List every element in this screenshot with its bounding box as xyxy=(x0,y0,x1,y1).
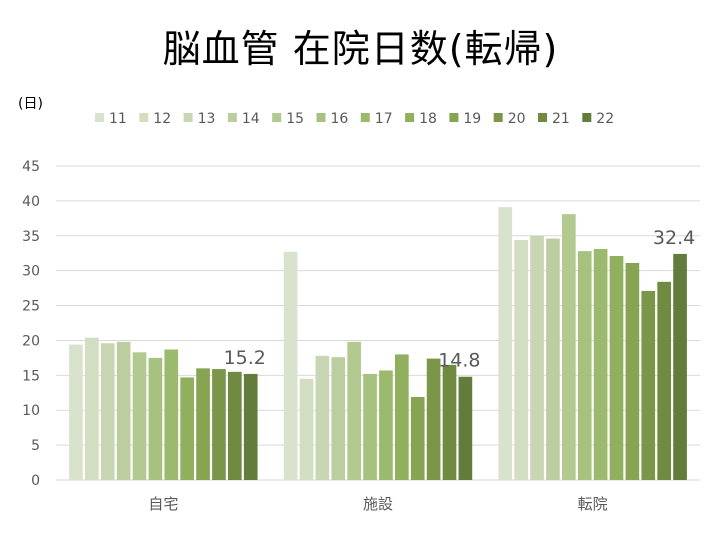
legend-label: 15 xyxy=(286,111,304,127)
legend-label: 14 xyxy=(242,111,260,127)
chart-title: 脳血管 在院日数(転帰) xyxy=(162,27,559,71)
bar xyxy=(673,253,687,480)
bar xyxy=(347,341,361,480)
legend-label: 12 xyxy=(153,111,171,127)
y-axis-ticks: 0 5 10 15 20 25 30 35 40 45 xyxy=(22,159,40,489)
y-tick-label: 45 xyxy=(22,159,40,175)
legend-swatch xyxy=(316,113,326,122)
bar xyxy=(196,368,210,480)
bar xyxy=(562,214,576,480)
bar xyxy=(641,290,656,480)
bar xyxy=(458,376,473,480)
legend-swatch xyxy=(405,113,415,122)
y-tick-label: 35 xyxy=(22,229,40,245)
data-label: 14.8 xyxy=(438,350,480,372)
bar xyxy=(180,377,194,480)
legend-swatch xyxy=(95,113,104,122)
y-tick-label: 30 xyxy=(22,264,40,280)
bar xyxy=(657,281,671,480)
bar xyxy=(498,207,513,480)
bar xyxy=(164,349,179,480)
legend-label: 11 xyxy=(109,111,127,127)
bar xyxy=(379,370,393,480)
legend-swatch xyxy=(183,113,193,122)
bar xyxy=(148,357,163,480)
y-tick-label: 0 xyxy=(31,473,40,489)
bar xyxy=(593,249,608,480)
x-category-label: 施設 xyxy=(363,495,393,513)
y-tick-label: 5 xyxy=(31,438,40,454)
bar xyxy=(395,354,409,480)
x-axis-categories: 自宅 施設 転院 xyxy=(148,495,607,513)
bar xyxy=(100,343,115,480)
y-tick-label: 25 xyxy=(22,299,40,315)
bar xyxy=(577,251,592,480)
legend-label: 18 xyxy=(419,111,437,127)
y-axis-unit-label: (日) xyxy=(18,96,43,112)
data-labels: 15.2 14.8 32.4 xyxy=(224,227,696,372)
bar xyxy=(609,256,624,480)
data-label: 15.2 xyxy=(224,347,266,369)
legend-label: 16 xyxy=(331,111,349,127)
bar xyxy=(85,337,99,480)
bar xyxy=(228,371,242,480)
legend-swatch xyxy=(449,113,459,122)
gridlines xyxy=(56,165,700,481)
data-label: 32.4 xyxy=(653,227,695,249)
bars xyxy=(69,207,687,480)
bar xyxy=(331,357,346,480)
legend-swatch xyxy=(360,113,370,122)
legend-label: 20 xyxy=(508,111,526,127)
bar xyxy=(625,262,640,480)
legend-label: 22 xyxy=(596,111,614,127)
legend-swatch xyxy=(227,113,237,122)
x-category-label: 自宅 xyxy=(148,495,178,513)
y-tick-label: 10 xyxy=(22,403,40,419)
y-tick-label: 15 xyxy=(22,368,40,384)
bar xyxy=(530,235,544,480)
bar xyxy=(546,238,560,480)
bar xyxy=(116,341,131,480)
bar xyxy=(299,378,314,480)
bar xyxy=(426,358,441,480)
bar xyxy=(283,251,298,480)
y-tick-label: 40 xyxy=(22,194,40,210)
legend-swatch xyxy=(582,113,592,122)
legend-swatch xyxy=(272,113,282,122)
bar xyxy=(363,373,377,480)
bar xyxy=(315,355,330,480)
y-tick-label: 20 xyxy=(22,333,40,349)
bar xyxy=(132,352,147,480)
bar xyxy=(442,364,457,480)
bar xyxy=(69,344,83,480)
legend-label: 21 xyxy=(552,111,570,127)
legend-swatch xyxy=(493,113,503,122)
legend-swatch xyxy=(139,113,149,122)
legend-label: 13 xyxy=(198,111,216,127)
legend-label: 17 xyxy=(375,111,393,127)
bar xyxy=(410,396,425,480)
legend: 11 12 13 14 15 16 17 18 19 20 21 22 xyxy=(95,111,614,127)
legend-swatch xyxy=(538,113,547,122)
bar xyxy=(514,239,528,480)
x-category-label: 転院 xyxy=(578,495,608,513)
bar xyxy=(212,369,226,480)
bar xyxy=(243,373,258,480)
legend-label: 19 xyxy=(463,111,481,127)
